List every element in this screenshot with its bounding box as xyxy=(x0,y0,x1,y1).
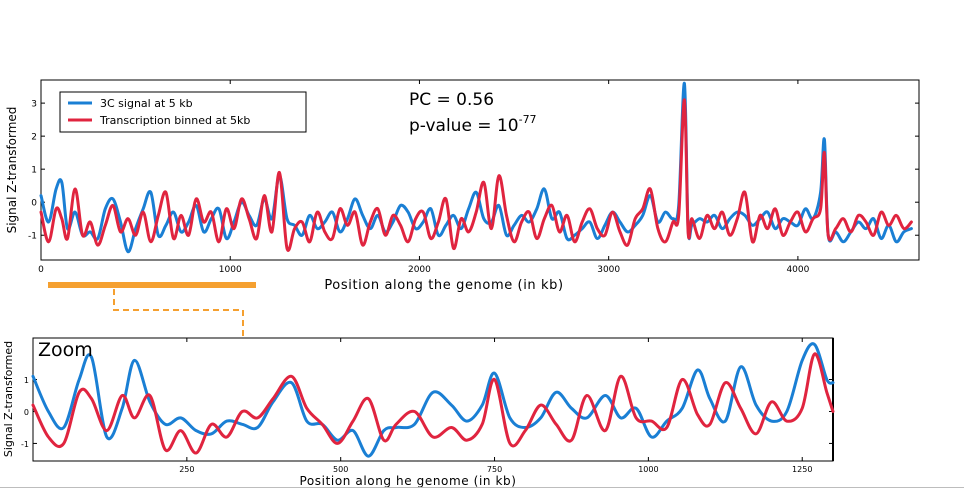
x-tick-label: 250 xyxy=(179,465,194,474)
zoom-range-bar xyxy=(48,282,256,288)
pvalue-prefix: p-value = 10 xyxy=(409,116,519,136)
y-tick-label: 0 xyxy=(31,199,37,209)
y-tick-label: 0 xyxy=(24,408,29,417)
zoom-connector-line xyxy=(113,289,244,336)
top-panel: 0 1000 2000 3000 4000 -1 0 1 2 3 Position along t… xyxy=(5,79,920,293)
x-tick-label: 1000 xyxy=(219,265,242,275)
legend-label-transcription: Transcription binned at 5kb xyxy=(99,114,250,127)
x-tick-label: 2000 xyxy=(408,265,431,275)
x-tick-label: 1000 xyxy=(638,465,658,474)
zoom-title: Zoom xyxy=(38,339,93,361)
zoom-plot-frame xyxy=(32,337,834,462)
legend-label-3c: 3C signal at 5 kb xyxy=(100,97,193,110)
zoom-connector xyxy=(48,282,256,336)
x-tick-label: 3000 xyxy=(597,265,620,275)
x-tick-label: 1250 xyxy=(792,465,812,474)
y-tick-label: 3 xyxy=(31,100,37,110)
zoom-panel: 250 500 750 1000 1250 -1 0 1 Zoom Position alon… xyxy=(2,337,835,488)
y-tick-label: 1 xyxy=(24,376,29,385)
zoom-lines xyxy=(31,342,835,458)
zoom-ticks: 250 500 750 1000 1250 -1 0 1 xyxy=(21,338,833,474)
x-tick-label: 500 xyxy=(333,465,348,474)
top-ticks: 0 1000 2000 3000 4000 -1 0 1 2 3 xyxy=(28,80,919,275)
series-line-transcription xyxy=(31,352,835,455)
y-tick-label: 2 xyxy=(31,133,37,143)
series-line-transcription xyxy=(39,98,913,252)
pc-annotation: PC = 0.56 xyxy=(409,90,494,110)
y-tick-label: -1 xyxy=(28,232,37,242)
x-tick-label: 4000 xyxy=(786,265,809,275)
window-bottom-rule xyxy=(0,487,964,488)
y-tick-label: 1 xyxy=(31,166,37,176)
pvalue-exponent: -77 xyxy=(519,113,537,126)
pvalue-annotation: p-value = 10-77 xyxy=(409,113,537,136)
top-x-axis-label: Position along the genome (in kb) xyxy=(324,278,563,293)
x-tick-label: 0 xyxy=(38,265,44,275)
zoom-x-axis-label: Position along he genome (in kb) xyxy=(299,474,516,488)
x-tick-label: 750 xyxy=(487,465,502,474)
legend: 3C signal at 5 kb Transcription binned a… xyxy=(59,91,307,133)
series-line-3c-signal xyxy=(31,342,835,458)
y-tick-label: -1 xyxy=(21,440,29,449)
top-lines xyxy=(39,81,913,254)
zoom-y-axis-label: Signal Z-transformed xyxy=(2,341,15,457)
top-y-axis-label: Signal Z-transformed xyxy=(5,107,19,234)
legend-box xyxy=(59,91,307,133)
